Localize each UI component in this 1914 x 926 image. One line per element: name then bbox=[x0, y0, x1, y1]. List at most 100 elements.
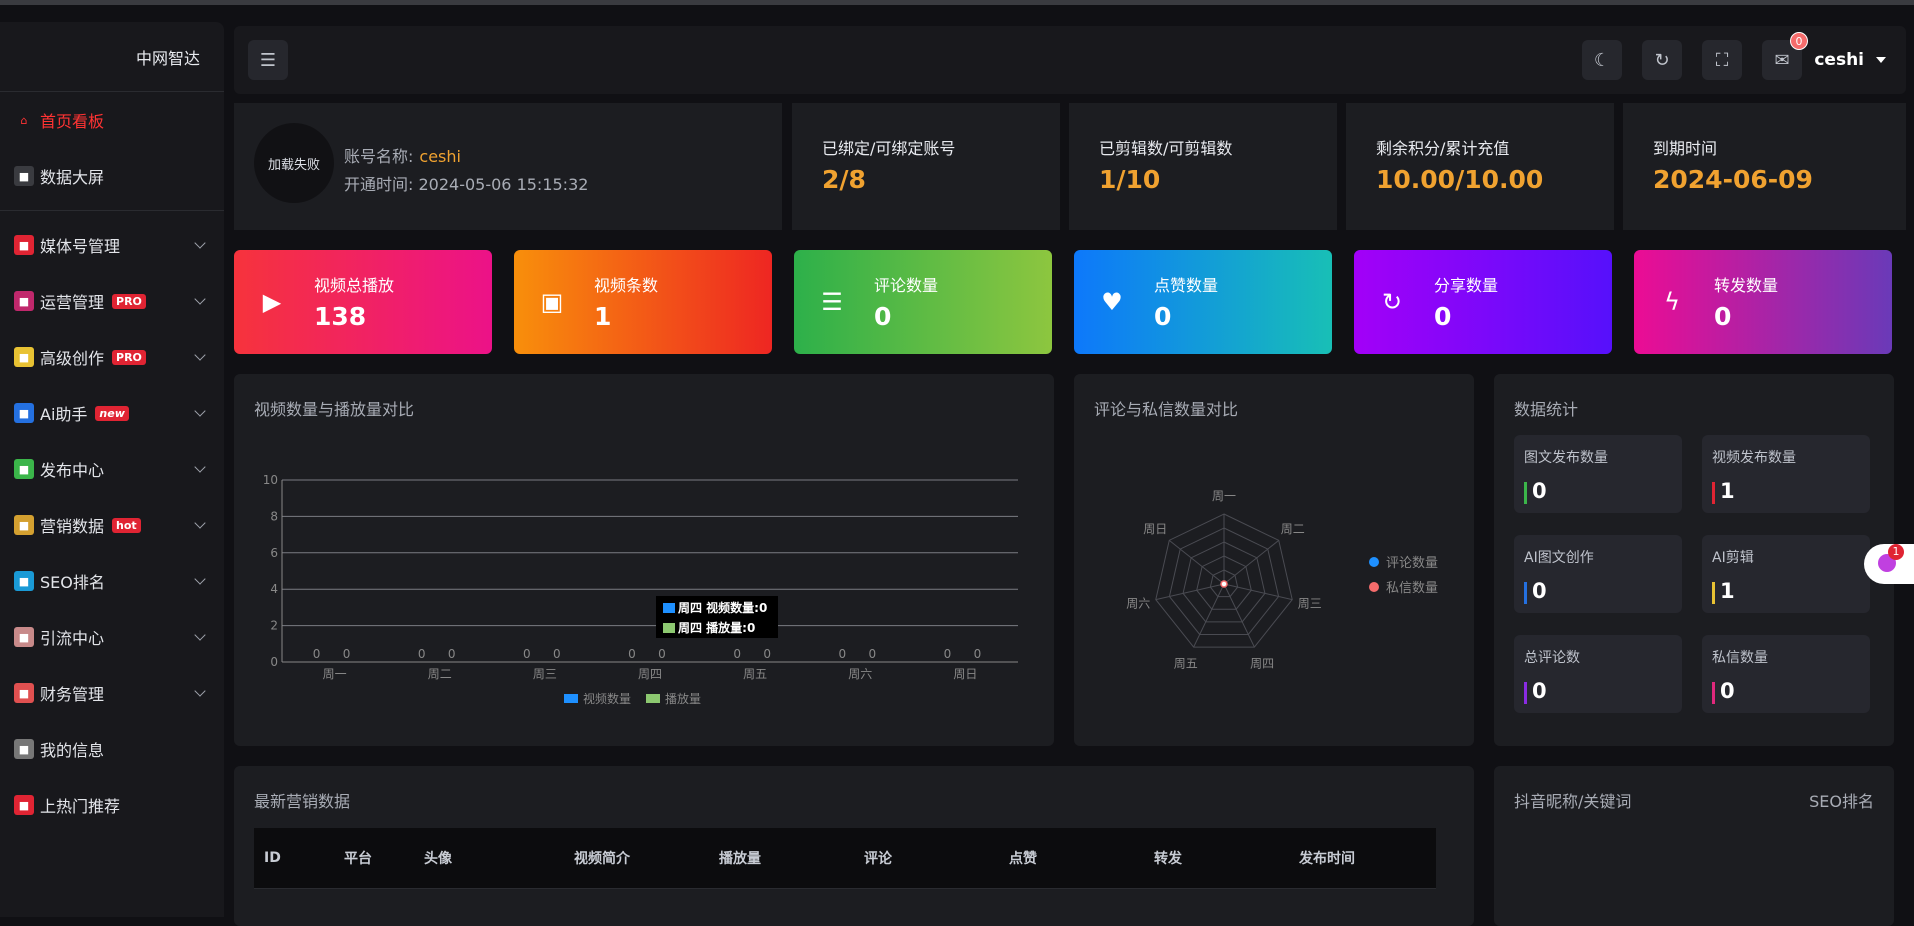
sidebar-item-label: SEO排名 bbox=[40, 573, 105, 592]
table-column-header[interactable]: 发布时间 bbox=[1289, 828, 1436, 889]
x-tick-label: 周五 bbox=[743, 667, 767, 681]
sidebar-item-label: 营销数据 bbox=[40, 517, 105, 536]
dark-mode-button[interactable]: ☾ bbox=[1582, 40, 1622, 80]
avatar: 加载失败 bbox=[254, 123, 334, 203]
table-column-header[interactable]: 平台 bbox=[334, 828, 414, 889]
sidebar-item-label: 财务管理 bbox=[40, 685, 105, 704]
sidebar-item-1[interactable]: ■ 数据大屏 bbox=[0, 148, 224, 204]
radar-spoke bbox=[1155, 583, 1225, 601]
radar-spoke bbox=[1223, 583, 1255, 648]
radar-axis-label: 周四 bbox=[1250, 656, 1274, 670]
fullscreen-button[interactable]: ⛶ bbox=[1702, 40, 1742, 80]
user-menu[interactable]: ceshi bbox=[1814, 50, 1886, 70]
y-tick-label: 2 bbox=[270, 619, 278, 633]
stat-tile: AI图文创作 0 bbox=[1514, 535, 1682, 613]
floating-assistant-button[interactable]: 1 bbox=[1864, 544, 1914, 584]
stat-tile-value: 1 bbox=[1712, 579, 1735, 604]
sidebar-nav: ⌂ 首页看板 ■ 数据大屏 ■ 媒体号管理 ■ 运营管理 PRO ■ 高级创作 PRO ■ Ai助手 new… bbox=[0, 92, 224, 833]
legend-label: 私信数量 bbox=[1386, 581, 1438, 596]
stat-tile: 私信数量 0 bbox=[1702, 635, 1870, 713]
stat-box: 到期时间 2024-06-09 bbox=[1623, 103, 1906, 230]
radar-axis-label: 周二 bbox=[1281, 522, 1305, 536]
share-icon: ↻ bbox=[1381, 288, 1403, 316]
radar-spoke bbox=[1168, 539, 1225, 585]
chevron-down-icon bbox=[194, 349, 206, 361]
sidebar-item-2[interactable]: ■ 媒体号管理 bbox=[0, 217, 224, 273]
sidebar: 中网智达 ⌂ 首页看板 ■ 数据大屏 ■ 媒体号管理 ■ 运营管理 PRO ■ 高级创作 PRO ■ Ai… bbox=[0, 22, 224, 917]
sidebar-item-6[interactable]: ■ 发布中心 bbox=[0, 441, 224, 497]
stat-tile: 总评论数 0 bbox=[1514, 635, 1682, 713]
tooltip-swatch bbox=[663, 623, 675, 633]
data-stats-title: 数据统计 bbox=[1514, 400, 1579, 419]
y-tick-label: 0 bbox=[270, 655, 278, 669]
tooltip-box bbox=[656, 596, 778, 638]
sidebar-tag: PRO bbox=[112, 349, 146, 365]
table-column-header[interactable]: 点赞 bbox=[999, 828, 1144, 889]
sidebar-item-11[interactable]: ■ 我的信息 bbox=[0, 721, 224, 777]
chevron-down-icon bbox=[194, 293, 206, 305]
stat-value: 2024-06-09 bbox=[1653, 165, 1813, 194]
mail-button[interactable]: ✉ 0 bbox=[1762, 32, 1808, 80]
bar-value-label: 0 bbox=[944, 647, 952, 661]
assistant-badge: 1 bbox=[1888, 544, 1904, 560]
bolt-icon: ϟ bbox=[1664, 288, 1680, 316]
sidebar-item-5[interactable]: ■ Ai助手 new bbox=[0, 385, 224, 441]
sidebar-item-label: 运营管理 bbox=[40, 293, 105, 312]
x-tick-label: 周六 bbox=[848, 667, 872, 681]
table-column-header[interactable]: 播放量 bbox=[709, 828, 854, 889]
stat-tile-value: 1 bbox=[1712, 479, 1735, 504]
y-tick-label: 4 bbox=[270, 582, 278, 596]
stat-tile-value: 0 bbox=[1524, 479, 1547, 504]
bar-value-label: 0 bbox=[343, 647, 351, 661]
radar-point bbox=[1220, 580, 1228, 588]
metric-label: 视频条数 bbox=[594, 276, 659, 295]
sidebar-item-9[interactable]: ■ 引流中心 bbox=[0, 609, 224, 665]
legend-label: 评论数量 bbox=[1386, 556, 1438, 571]
top-header: ☰ ☾ ↻ ⛶ ✉ 0 ceshi bbox=[234, 26, 1906, 94]
stat-tile-label: 视频发布数量 bbox=[1712, 450, 1796, 466]
sidebar-item-10[interactable]: ■ 财务管理 bbox=[0, 665, 224, 721]
sidebar-item-7[interactable]: ■ 营销数据 hot bbox=[0, 497, 224, 553]
metric-card: ▣ 视频条数 1 bbox=[514, 250, 772, 354]
bar-chart-title: 视频数量与播放量对比 bbox=[254, 400, 415, 419]
sidebar-item-12[interactable]: ■ 上热门推荐 bbox=[0, 777, 224, 833]
stat-tile-value: 0 bbox=[1524, 579, 1547, 604]
radar-ring bbox=[1168, 527, 1280, 635]
sidebar-tag: PRO bbox=[112, 293, 146, 309]
data-stats-panel: 数据统计 图文发布数量 0 视频发布数量 1 AI图文创作 0 AI剪辑 1 总评论数 0 私信数量… bbox=[1494, 374, 1894, 746]
metric-label: 评论数量 bbox=[874, 276, 939, 295]
account-name-label: 账号名称: bbox=[344, 147, 414, 166]
radar-spoke bbox=[1193, 583, 1225, 648]
table-column-header[interactable]: ID bbox=[254, 828, 334, 889]
refresh-button[interactable]: ↻ bbox=[1642, 40, 1682, 80]
stat-tile: AI剪辑 1 bbox=[1702, 535, 1870, 613]
legend-label: 视频数量 bbox=[583, 691, 631, 706]
account-name: ceshi bbox=[419, 147, 461, 166]
monitor-icon: ■ bbox=[14, 166, 34, 186]
seo-keyword-label: 抖音昵称/关键词 bbox=[1514, 792, 1632, 811]
table-column-header[interactable]: 评论 bbox=[854, 828, 999, 889]
metric-value: 1 bbox=[594, 302, 612, 331]
chevron-down-icon bbox=[194, 237, 206, 249]
table-column-header[interactable]: 头像 bbox=[414, 828, 564, 889]
film-icon: ▣ bbox=[540, 288, 564, 316]
x-tick-label: 周一 bbox=[323, 667, 347, 681]
radar-chart-panel: 评论与私信数量对比 周一 周二 周三 周四 周五 周六 周日 评论数量 私信数量 bbox=[1074, 374, 1474, 746]
chevron-down-icon bbox=[194, 405, 206, 417]
video-icon: ■ bbox=[14, 347, 34, 367]
radar-ring bbox=[1196, 555, 1252, 610]
moon-icon: ☾ bbox=[1593, 49, 1611, 71]
metric-value: 138 bbox=[314, 302, 367, 331]
table-column-header[interactable]: 转发 bbox=[1144, 828, 1289, 889]
sidebar-item-label: 首页看板 bbox=[40, 112, 105, 131]
sidebar-item-4[interactable]: ■ 高级创作 PRO bbox=[0, 329, 224, 385]
sidebar-item-3[interactable]: ■ 运营管理 PRO bbox=[0, 273, 224, 329]
legend-label: 播放量 bbox=[665, 691, 701, 706]
sidebar-item-0[interactable]: ⌂ 首页看板 bbox=[0, 92, 224, 148]
sidebar-item-8[interactable]: ■ SEO排名 bbox=[0, 553, 224, 609]
chevron-down-icon bbox=[194, 573, 206, 585]
table-column-header[interactable]: 视频简介 bbox=[564, 828, 709, 889]
stat-label: 已剪辑数/可剪辑数 bbox=[1099, 139, 1233, 158]
menu-toggle-button[interactable]: ☰ bbox=[248, 40, 288, 80]
stat-label: 已绑定/可绑定账号 bbox=[822, 139, 956, 158]
